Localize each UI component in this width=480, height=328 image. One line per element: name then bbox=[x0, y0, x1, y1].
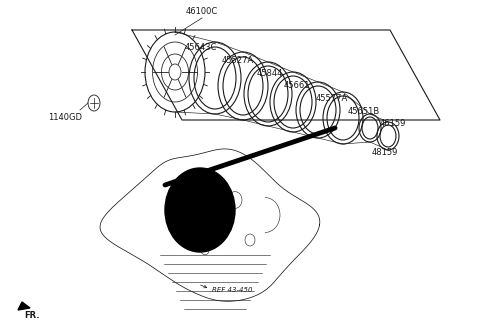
Text: 46159: 46159 bbox=[380, 119, 407, 128]
Ellipse shape bbox=[165, 168, 235, 252]
Text: 45651B: 45651B bbox=[348, 107, 380, 116]
Text: 45844: 45844 bbox=[257, 69, 283, 78]
Text: 45527A: 45527A bbox=[222, 56, 254, 65]
Polygon shape bbox=[18, 302, 30, 310]
Text: 45577A: 45577A bbox=[316, 94, 348, 103]
Text: 46100C: 46100C bbox=[186, 7, 218, 16]
Text: 1140GD: 1140GD bbox=[48, 113, 82, 122]
Text: FR.: FR. bbox=[24, 311, 39, 319]
Text: 45661: 45661 bbox=[284, 81, 311, 90]
Text: 45643C: 45643C bbox=[185, 43, 217, 52]
Text: REF 43-450: REF 43-450 bbox=[212, 287, 252, 293]
Text: 48159: 48159 bbox=[372, 148, 398, 157]
